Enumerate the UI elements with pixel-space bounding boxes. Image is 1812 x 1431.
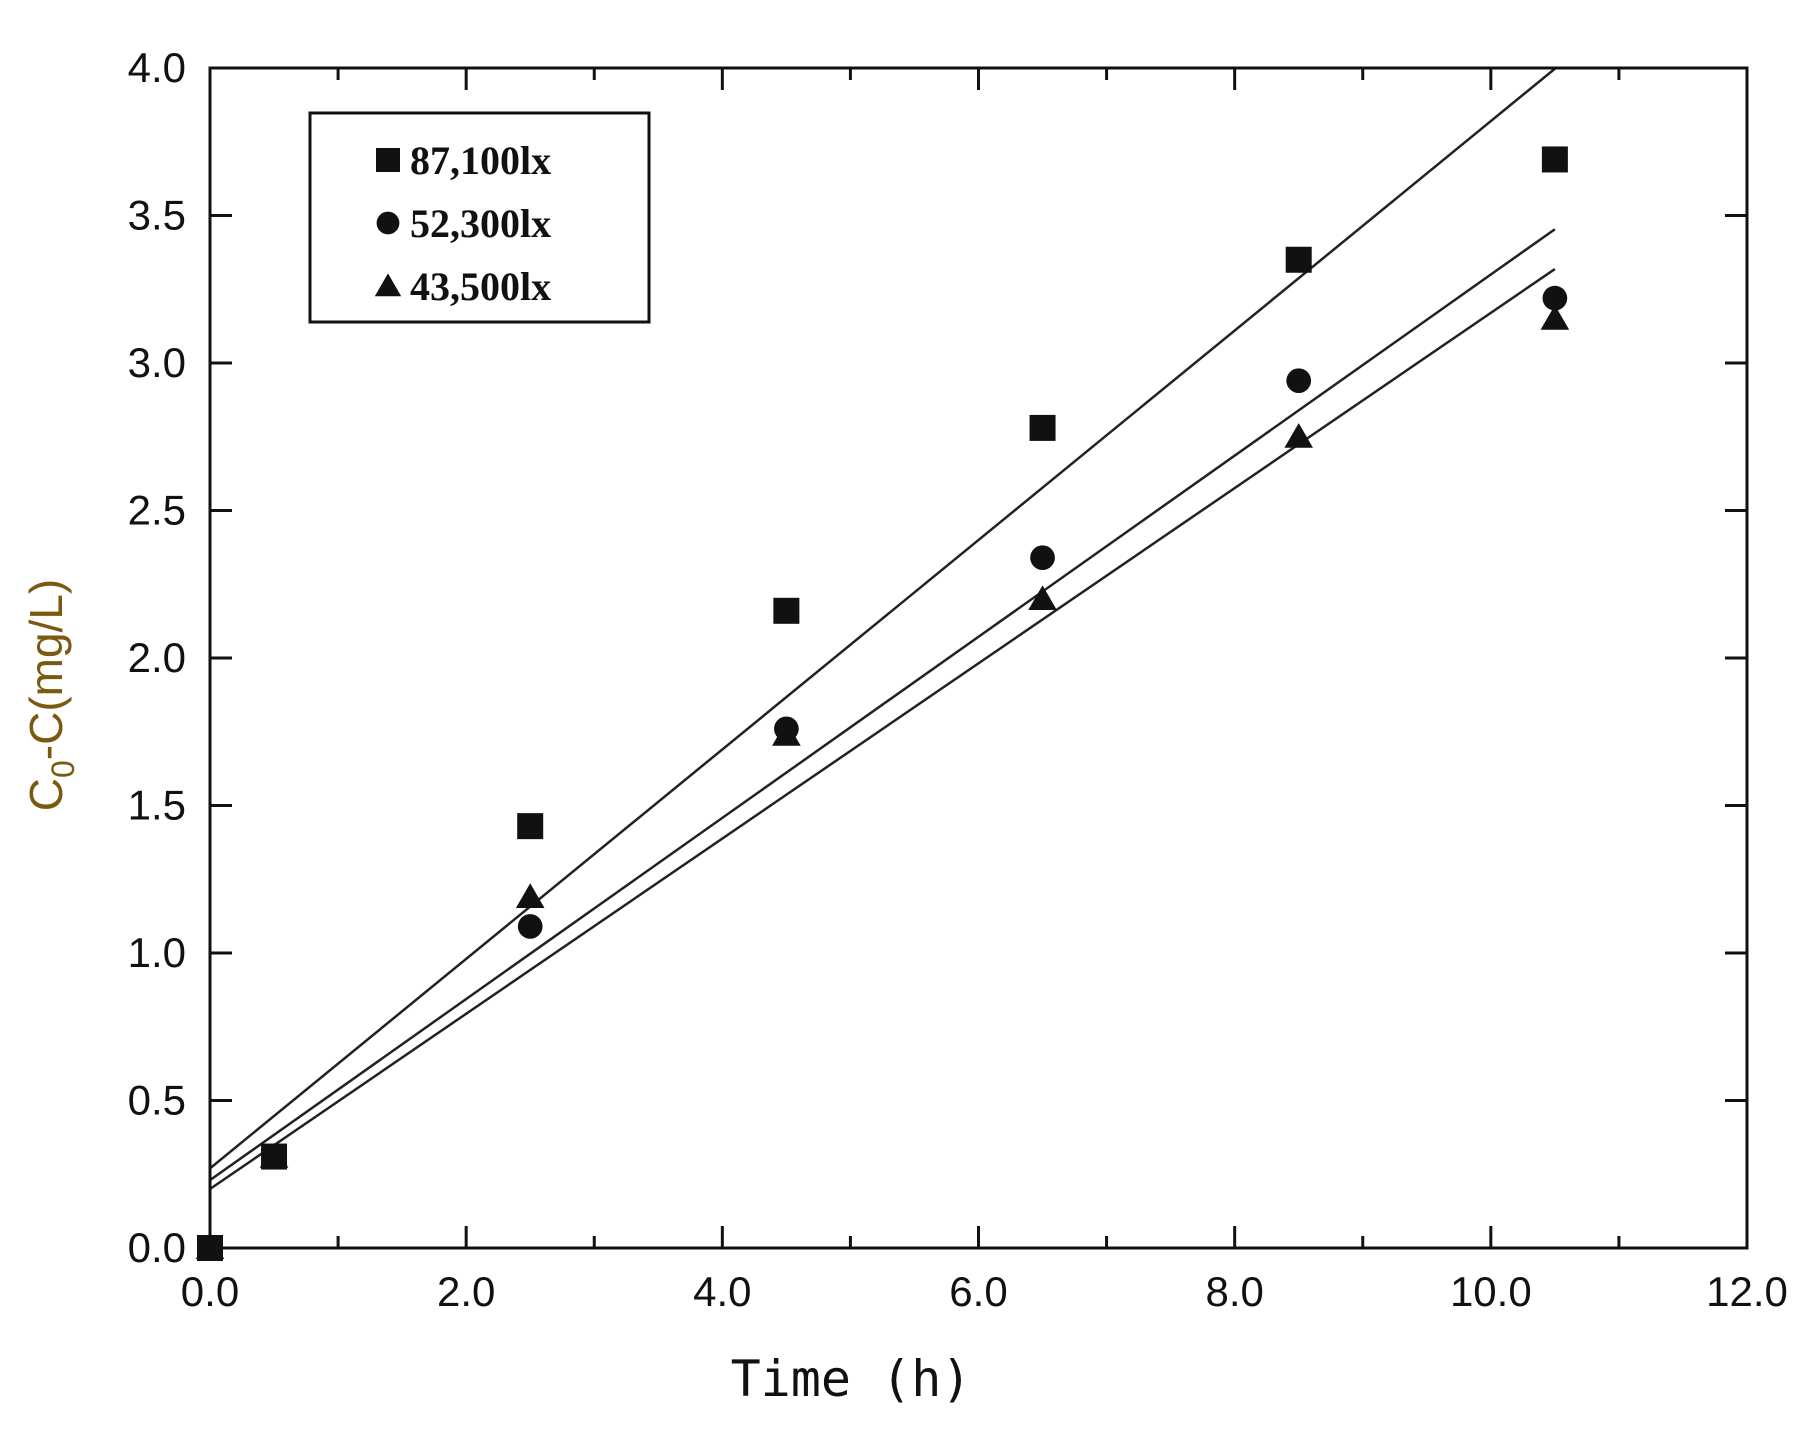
y-axis-title-rest: -C(mg/L) (20, 579, 72, 760)
square-data-point (517, 813, 544, 840)
circle-data-point (1542, 285, 1568, 311)
legend-circle-marker (376, 211, 400, 235)
fit-line (209, 228, 1556, 1182)
y-axis-title: C0-C(mg/L) (20, 579, 81, 811)
y-axis-title-subscript: 0 (45, 760, 81, 778)
circle-data-point (1286, 368, 1312, 394)
x-tick-label: 0.0 (181, 1268, 239, 1315)
y-tick-label: 0.0 (128, 1224, 186, 1271)
y-tick-label: 3.0 (128, 339, 186, 386)
square-data-point (1285, 246, 1312, 273)
y-axis-title-main: C (20, 778, 72, 811)
circle-data-point (774, 716, 799, 742)
legend: 87,100lx 52,300lx 43,500lx (308, 111, 651, 324)
legend-label: 52,300lx (410, 201, 551, 246)
x-tick-label: 6.0 (949, 1268, 1007, 1315)
fit-line (209, 67, 1556, 1170)
y-tick-label: 3.5 (128, 192, 186, 239)
x-tick-label: 12.0 (1706, 1268, 1788, 1315)
x-tick-label: 10.0 (1450, 1268, 1532, 1315)
fit-line (209, 268, 1556, 1191)
circle-data-point (1030, 545, 1055, 571)
x-tick-label: 4.0 (693, 1268, 751, 1315)
axis-ticks: 0.0 2.0 4.0 6.0 8.0 10.0 12.0 0.0 0.5 1.0 1.5 2.0 2.… (128, 44, 1788, 1315)
triangle-data-point (1028, 585, 1057, 611)
legend-label: 87,100lx (410, 138, 551, 183)
legend-square-marker (376, 148, 400, 172)
y-tick-label: 1.0 (128, 929, 186, 976)
y-tick-label: 2.5 (128, 487, 186, 534)
triangle-data-point (1284, 423, 1314, 448)
y-tick-label: 2.0 (128, 634, 186, 681)
triangle-data-point (515, 883, 545, 908)
square-data-point (1029, 414, 1056, 441)
y-tick-label: 0.5 (128, 1077, 186, 1124)
square-data-point (773, 597, 800, 624)
legend-triangle-marker (374, 273, 402, 297)
triangle-data-point (1540, 305, 1570, 330)
y-tick-label: 1.5 (128, 782, 186, 829)
x-axis-title: Time (h) (731, 1350, 972, 1408)
x-tick-label: 8.0 (1205, 1268, 1263, 1315)
circle-data-point (517, 914, 543, 939)
fit-lines (209, 67, 1556, 1191)
square-data-point (1541, 146, 1568, 173)
square-data-point (261, 1143, 288, 1170)
y-tick-label: 4.0 (128, 44, 186, 91)
x-tick-label: 2.0 (437, 1268, 495, 1315)
legend-label: 43,500lx (410, 264, 551, 309)
legend-box (308, 111, 651, 324)
